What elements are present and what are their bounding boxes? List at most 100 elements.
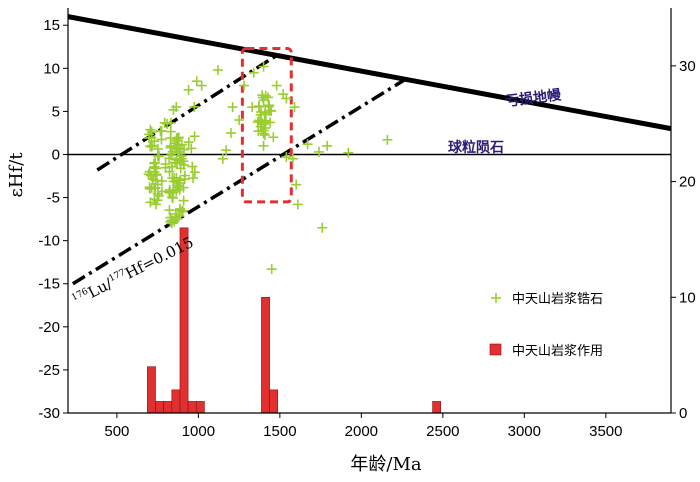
histogram-bars bbox=[147, 227, 442, 414]
lu-hf-trend-label: 176Lu/177Hf=0.015 bbox=[70, 233, 197, 310]
zircon-point bbox=[271, 80, 282, 91]
zircon-point bbox=[160, 159, 171, 170]
zircon-point bbox=[146, 170, 157, 181]
zircon-point bbox=[188, 173, 199, 184]
highlight-box-group bbox=[240, 47, 293, 204]
x-tick-label: 1000 bbox=[182, 423, 215, 440]
zircon-point bbox=[164, 205, 175, 216]
zircon-point bbox=[159, 117, 170, 128]
zircon-point bbox=[183, 84, 194, 95]
zircon-point bbox=[191, 76, 202, 87]
zircon-point bbox=[258, 61, 269, 72]
zircon-point bbox=[234, 115, 245, 126]
x-axis-title: 年龄/Ma bbox=[350, 454, 421, 475]
zircon-point bbox=[176, 153, 187, 164]
zircon-point bbox=[257, 90, 268, 101]
zircon-point bbox=[187, 161, 198, 172]
zircon-point bbox=[265, 117, 276, 128]
zircon-point bbox=[146, 182, 157, 193]
y-tick-label: -5 bbox=[47, 190, 60, 207]
zircon-point bbox=[174, 184, 185, 195]
zircon-point bbox=[164, 184, 175, 195]
legend-bar-icon bbox=[489, 343, 502, 356]
histogram-bar bbox=[171, 389, 181, 414]
zircon-point bbox=[186, 143, 197, 154]
zircon-point bbox=[164, 153, 175, 164]
legend-magmatism-marker bbox=[489, 343, 502, 356]
zircon-point bbox=[247, 102, 258, 113]
zircon-point bbox=[156, 175, 167, 186]
legend-zircon-marker bbox=[491, 293, 501, 303]
zircon-point bbox=[178, 195, 189, 206]
zircon-point bbox=[263, 105, 274, 116]
y2-tick-label: 10 bbox=[679, 289, 696, 306]
zircon-point bbox=[382, 134, 393, 145]
y-tick-label: -10 bbox=[38, 233, 60, 250]
zircon-point bbox=[179, 174, 190, 185]
y2-tick-label: 20 bbox=[679, 174, 696, 191]
zircon-point bbox=[189, 101, 200, 112]
zircon-point bbox=[175, 203, 186, 214]
zircon-point bbox=[217, 153, 228, 164]
zircon-point bbox=[281, 93, 292, 104]
zircon-point bbox=[179, 144, 190, 155]
legend-plus-icon bbox=[491, 293, 501, 303]
y-tick-label: 10 bbox=[43, 60, 60, 77]
zircon-point bbox=[171, 172, 182, 183]
histogram-bar bbox=[155, 401, 164, 414]
y2-tick-label: 30 bbox=[679, 58, 696, 75]
zircon-point bbox=[150, 199, 161, 210]
zircon-point bbox=[173, 132, 184, 143]
zircon-point bbox=[183, 137, 194, 148]
y-tick-label: -15 bbox=[38, 276, 60, 293]
y-axis-title: εHf/t bbox=[6, 152, 27, 198]
histogram-bar bbox=[432, 401, 442, 414]
x-tick-label: 500 bbox=[104, 423, 129, 440]
zircon-point bbox=[260, 122, 271, 133]
zircon-point bbox=[152, 144, 163, 155]
zircon-point bbox=[153, 151, 164, 162]
zircon-point bbox=[263, 92, 274, 103]
zircon-point bbox=[252, 117, 263, 128]
x-tick-label: 3500 bbox=[589, 423, 622, 440]
zircon-point bbox=[171, 101, 182, 112]
upper-evolution-line bbox=[96, 53, 278, 172]
legend-zircon-label: 中天山岩浆锆石 bbox=[512, 292, 603, 307]
tick-labels: 15 10 5 0 -5 -10 -15 -20 -25 -30 500 1000 1500 2000 25… bbox=[38, 17, 695, 440]
lower-evolution-line bbox=[71, 78, 405, 286]
zircon-point bbox=[152, 188, 163, 199]
zircon-point bbox=[343, 147, 354, 158]
depleted-mantle-line bbox=[67, 14, 672, 132]
zircon-point bbox=[149, 136, 160, 147]
zircon-point bbox=[221, 145, 232, 156]
y-tick-label: -20 bbox=[38, 319, 60, 336]
zircon-point bbox=[225, 127, 236, 138]
histogram-bar bbox=[187, 401, 197, 414]
zircon-point bbox=[189, 167, 200, 178]
zircon-points bbox=[143, 61, 393, 275]
zircon-point bbox=[292, 199, 303, 210]
zircon-point bbox=[322, 140, 333, 151]
y-tick-label: 5 bbox=[52, 103, 60, 120]
zircon-point bbox=[258, 95, 269, 106]
zircon-point bbox=[171, 211, 182, 222]
zircon-point bbox=[166, 218, 177, 229]
x-tick-label: 2500 bbox=[426, 423, 459, 440]
legend: 中天山岩浆锆石 中天山岩浆作用 bbox=[489, 292, 603, 359]
histogram-bar bbox=[261, 296, 270, 414]
x-tick-label: 2000 bbox=[345, 423, 378, 440]
zircon-point bbox=[313, 146, 324, 157]
histogram-bar bbox=[195, 401, 205, 414]
histogram-bar bbox=[163, 401, 173, 414]
y2-tick-label: 0 bbox=[679, 405, 687, 422]
zircon-point bbox=[302, 139, 313, 150]
zircon-point bbox=[287, 153, 298, 164]
zircon-point bbox=[248, 67, 259, 78]
zircon-point bbox=[144, 183, 155, 194]
zircon-point bbox=[169, 157, 180, 168]
y-tick-label: -25 bbox=[38, 362, 60, 379]
zircon-point bbox=[156, 134, 167, 145]
zircon-point bbox=[227, 102, 238, 113]
zircon-point bbox=[167, 192, 178, 203]
